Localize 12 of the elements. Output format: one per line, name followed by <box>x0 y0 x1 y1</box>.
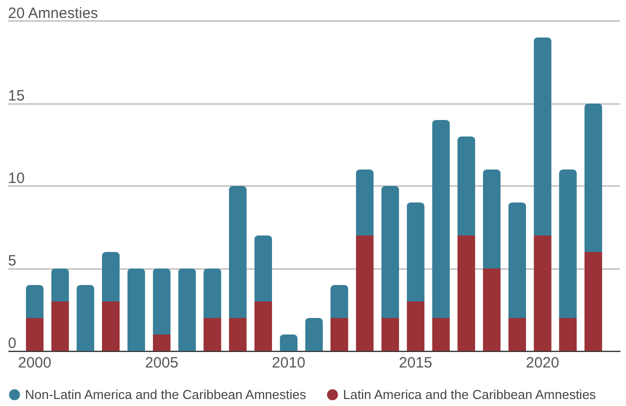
y-tick-label: 10 <box>8 170 25 187</box>
y-tick-label: 0 <box>8 335 16 352</box>
x-tick-label: 2020 <box>526 354 560 372</box>
legend-label: Latin America and the Caribbean Amnesties <box>343 386 596 402</box>
x-tick-label: 2000 <box>18 354 52 372</box>
x-tick-label: 2005 <box>144 354 178 372</box>
y-tick-label: 5 <box>8 252 16 270</box>
y-tick-label: 20 Amnesties <box>8 5 98 22</box>
x-tick-label: 2010 <box>272 354 306 372</box>
x-tick-label: 2015 <box>398 354 432 372</box>
y-tick-label: 15 <box>8 88 25 104</box>
legend-label: Non-Latin America and the Caribbean Amnesties <box>25 386 307 402</box>
